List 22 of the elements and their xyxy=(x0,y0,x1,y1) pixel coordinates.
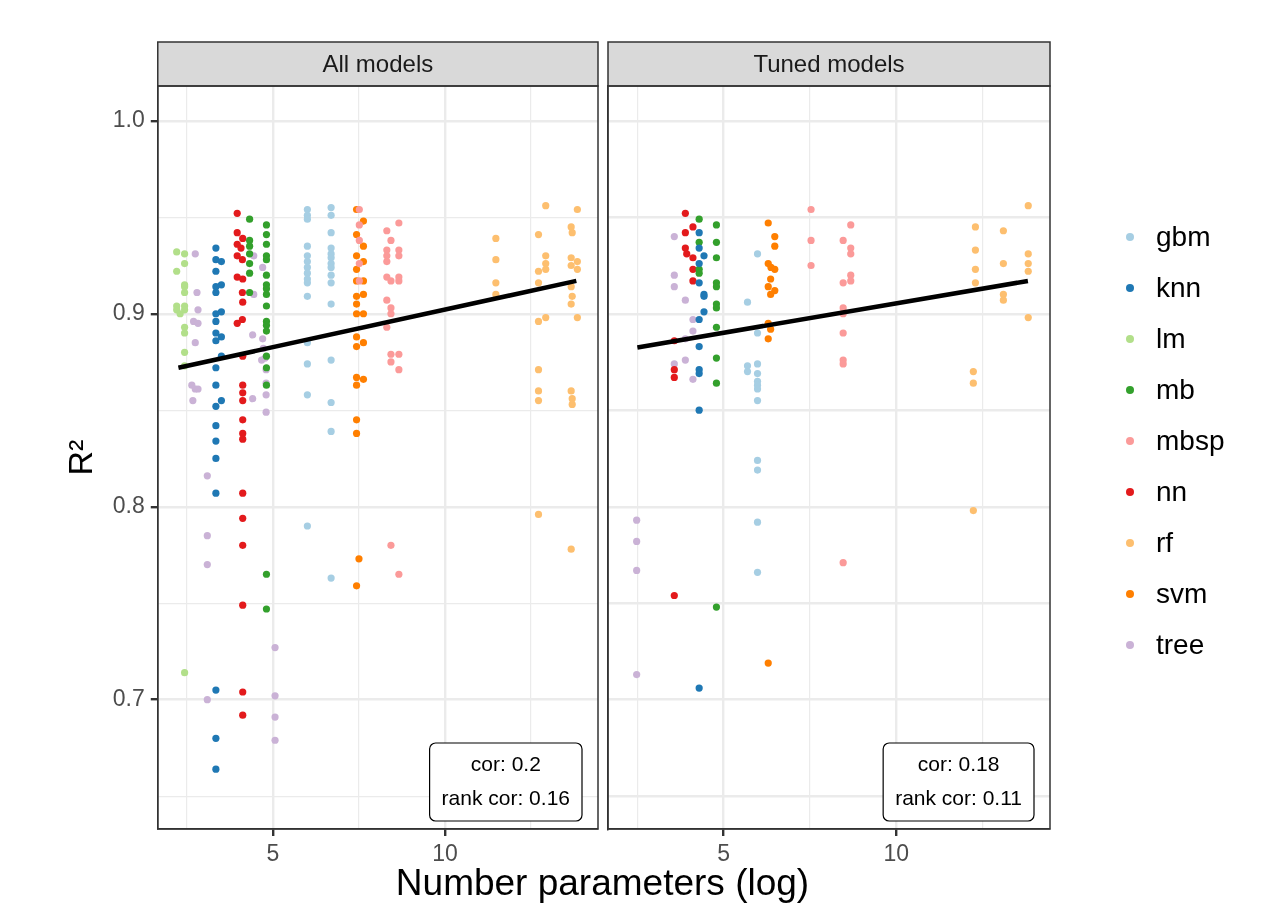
chart-title: Tuned models xyxy=(753,49,905,77)
y-tick-label: 1.0 xyxy=(112,106,145,133)
x-tick-label: 10 xyxy=(883,839,910,866)
annotation: rank cor: 0.11 xyxy=(895,785,1022,809)
legend-label: svm xyxy=(1156,578,1208,610)
legend-label: nn xyxy=(1156,476,1188,508)
legend-label: tree xyxy=(1156,629,1205,661)
legend-label: lm xyxy=(1156,323,1186,355)
x-tick-label: 5 xyxy=(266,839,280,866)
y-tick-label: 0.7 xyxy=(112,685,145,712)
y-tick-label: 0.9 xyxy=(112,299,145,326)
chart-title: All models xyxy=(322,49,434,77)
annotation: rank cor: 0.16 xyxy=(441,785,570,809)
legend-label: mb xyxy=(1156,374,1195,406)
y-tick-label: 0.8 xyxy=(112,492,145,519)
legend-label: mbsp xyxy=(1156,425,1225,457)
legend-label: knn xyxy=(1156,272,1202,304)
annotation: cor: 0.2 xyxy=(470,751,541,775)
y-axis-title: R² xyxy=(60,439,99,476)
legend-label: rf xyxy=(1156,527,1174,559)
legend-label: gbm xyxy=(1156,221,1211,253)
annotation: cor: 0.18 xyxy=(917,751,1000,775)
